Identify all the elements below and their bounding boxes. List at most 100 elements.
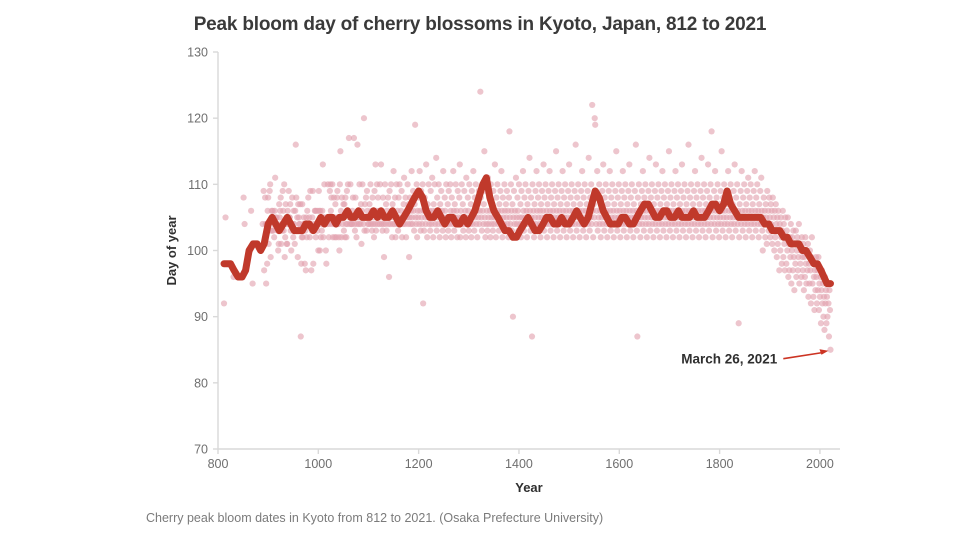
scatter-point xyxy=(599,187,606,195)
scatter-point xyxy=(634,333,641,340)
scatter-point xyxy=(284,207,291,214)
scatter-point xyxy=(742,234,749,241)
scatter-point xyxy=(477,88,484,95)
scatter-point xyxy=(627,194,634,201)
scatter-point xyxy=(664,187,672,195)
scatter-point xyxy=(538,187,546,195)
scatter-point xyxy=(503,187,511,195)
scatter-point xyxy=(823,320,830,327)
scatter-point xyxy=(517,201,524,208)
scatter-point xyxy=(709,234,716,241)
scatter-point xyxy=(537,201,545,208)
scatter-point xyxy=(678,161,686,168)
y-axis-tick-label: 90 xyxy=(194,310,208,324)
scatter-point xyxy=(641,194,648,201)
scatter-point xyxy=(447,181,454,188)
scatter-point xyxy=(826,306,834,314)
scatter-point xyxy=(282,234,289,241)
y-axis-tick-label: 80 xyxy=(194,376,208,390)
scatter-point xyxy=(788,247,795,254)
scatter-point xyxy=(585,154,592,161)
scatter-point xyxy=(291,240,298,247)
trend-line xyxy=(220,174,834,288)
scatter-point xyxy=(696,201,703,208)
scatter-point xyxy=(650,234,657,241)
scatter-point xyxy=(550,234,557,241)
scatter-point xyxy=(779,207,786,214)
scatter-point xyxy=(287,201,294,208)
scatter-point xyxy=(632,141,639,148)
scatter-point xyxy=(411,227,418,234)
scatter-point xyxy=(540,161,547,168)
scatter-point xyxy=(559,168,566,175)
scatter-point xyxy=(771,247,778,254)
scatter-point xyxy=(580,227,587,234)
scatter-point xyxy=(606,168,613,175)
scatter-point xyxy=(429,174,436,181)
scatter-point xyxy=(767,201,774,208)
scatter-point xyxy=(537,234,544,241)
scatter-point xyxy=(762,234,769,241)
scatter-point xyxy=(617,234,624,241)
scatter-point xyxy=(385,273,393,281)
scatter-point xyxy=(343,187,351,195)
scatter-point xyxy=(510,187,518,195)
scatter-point xyxy=(630,201,637,208)
y-axis-tick-label: 110 xyxy=(188,178,208,192)
scatter-point xyxy=(281,254,288,261)
scatter-point xyxy=(825,333,833,340)
scatter-point xyxy=(749,234,756,241)
scatter-point xyxy=(712,168,719,175)
scatter-point xyxy=(433,154,440,161)
scatter-point xyxy=(648,181,656,188)
scatter-point xyxy=(419,181,426,188)
scatter-point xyxy=(657,201,664,208)
scatter-point xyxy=(465,227,472,234)
scatter-point xyxy=(630,234,637,241)
scatter-point xyxy=(456,161,463,168)
scatter-point xyxy=(551,187,559,195)
scatter-point xyxy=(491,161,498,168)
scatter-point xyxy=(350,134,358,142)
scatter-point xyxy=(680,194,687,201)
scatter-point xyxy=(515,181,523,188)
scatter-point xyxy=(280,207,287,214)
scatter-point xyxy=(277,194,284,201)
scatter-point xyxy=(412,121,419,128)
scatter-point xyxy=(721,181,728,188)
scatter-point xyxy=(524,201,531,208)
scatter-point xyxy=(568,181,575,188)
scatter-point xyxy=(454,187,461,195)
scatter-point xyxy=(735,320,742,327)
scatter-point xyxy=(529,181,536,188)
scatter-point xyxy=(711,187,718,195)
scatter-point xyxy=(714,181,721,188)
scatter-point xyxy=(389,201,396,208)
scatter-point xyxy=(594,168,601,175)
scatter-point xyxy=(478,227,485,234)
scatter-point xyxy=(425,181,432,188)
scatter-point xyxy=(566,161,573,168)
scatter-point xyxy=(775,207,782,214)
scatter-point xyxy=(784,214,791,221)
scatter-point xyxy=(337,148,344,155)
scatter-point xyxy=(284,240,291,247)
scatter-point xyxy=(400,201,407,208)
x-axis-tick-label: 1400 xyxy=(505,457,533,471)
scatter-point xyxy=(266,187,273,195)
scatter-point xyxy=(635,181,642,188)
scatter-point xyxy=(440,168,447,175)
scatter-point xyxy=(577,201,584,208)
scatter-point xyxy=(342,194,349,201)
scatter-point xyxy=(669,234,677,241)
scatter-point xyxy=(652,161,660,168)
scatter-point xyxy=(698,154,705,161)
scatter-point xyxy=(514,207,522,214)
scatter-point xyxy=(727,181,734,188)
scatter-point xyxy=(807,300,815,307)
scatter-point xyxy=(498,168,505,175)
scatter-point xyxy=(620,227,627,234)
scatter-point xyxy=(671,187,678,195)
scatter-point xyxy=(651,187,659,195)
scatter-point xyxy=(647,194,654,201)
